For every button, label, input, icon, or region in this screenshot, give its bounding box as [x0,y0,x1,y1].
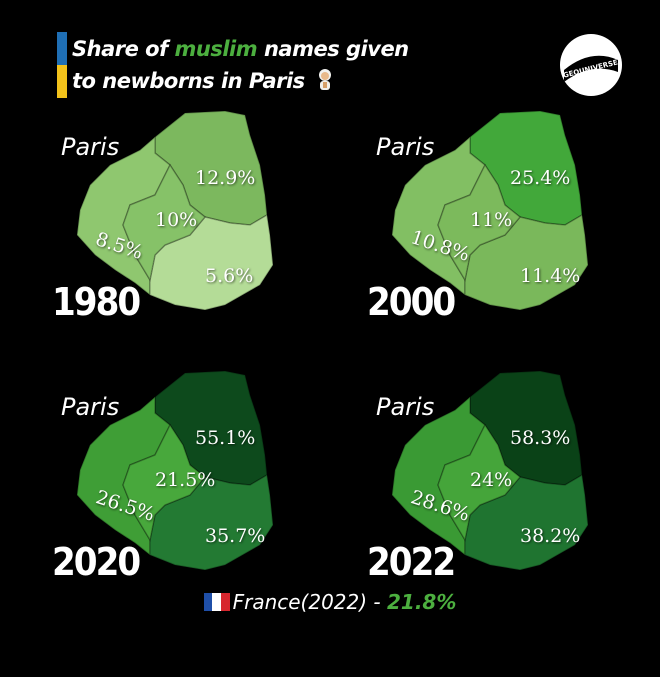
map-panel-2020: Paris 2020 55.1% 21.5% 26.5% 35.7% [52,365,355,595]
map-panel-2000: Paris 2000 25.4% 11% 10.8% 11.4% [367,105,660,335]
city-label: Paris [376,133,435,161]
region-value-south: 5.6% [205,265,254,287]
title-highlight: muslim [174,37,258,61]
paris-region-map [391,370,589,571]
paris-region-map [76,110,274,311]
paris-region-map [391,110,589,311]
region-center [122,163,207,283]
year-label: 2020 [52,540,141,584]
title-accent-blue [57,32,67,65]
region-value-north: 25.4% [510,167,571,189]
region-value-center: 10% [155,209,198,231]
city-label: Paris [61,393,120,421]
map-panel-2022: Paris 2022 58.3% 24% 28.6% 38.2% [367,365,660,595]
region-value-south: 35.7% [205,525,266,547]
region-value-north: 12.9% [195,167,256,189]
region-value-south: 38.2% [520,525,581,547]
region-south [149,213,274,311]
page-title: Share of muslim names given to newborns … [72,33,409,97]
region-center [437,423,522,543]
region-value-center: 24% [470,469,513,491]
footer-value: 21.8% [387,590,457,614]
map-panel-1980: Paris 1980 12.9% 10% 8.5% 5.6% [52,105,355,335]
region-center [437,163,522,283]
france-flag-icon [203,592,230,611]
region-value-center: 11% [470,209,513,231]
region-center [122,423,207,543]
title-part1: Share of [72,37,175,61]
title-accent-bar [57,32,67,98]
region-value-center: 21.5% [155,469,216,491]
region-value-north: 55.1% [195,427,256,449]
region-south [464,473,589,571]
city-label: Paris [61,133,120,161]
geouniverse-logo: GEOUNIVERSE [560,34,622,96]
region-value-north: 58.3% [510,427,571,449]
title-part2: names given [257,37,409,61]
year-label: 1980 [52,280,141,324]
city-label: Paris [376,393,435,421]
region-south [149,473,274,571]
year-label: 2000 [367,280,456,324]
newborn-emoji-icon [318,69,331,90]
footer-label: France(2022) - [232,590,387,614]
year-label: 2022 [367,540,456,584]
region-value-south: 11.4% [520,265,581,287]
title-line2: to newborns in Paris [72,69,305,93]
title-accent-yellow [57,65,67,98]
region-south [464,213,589,311]
paris-region-map [76,370,274,571]
footer-france-stat: France(2022) - 21.8% [0,590,660,614]
